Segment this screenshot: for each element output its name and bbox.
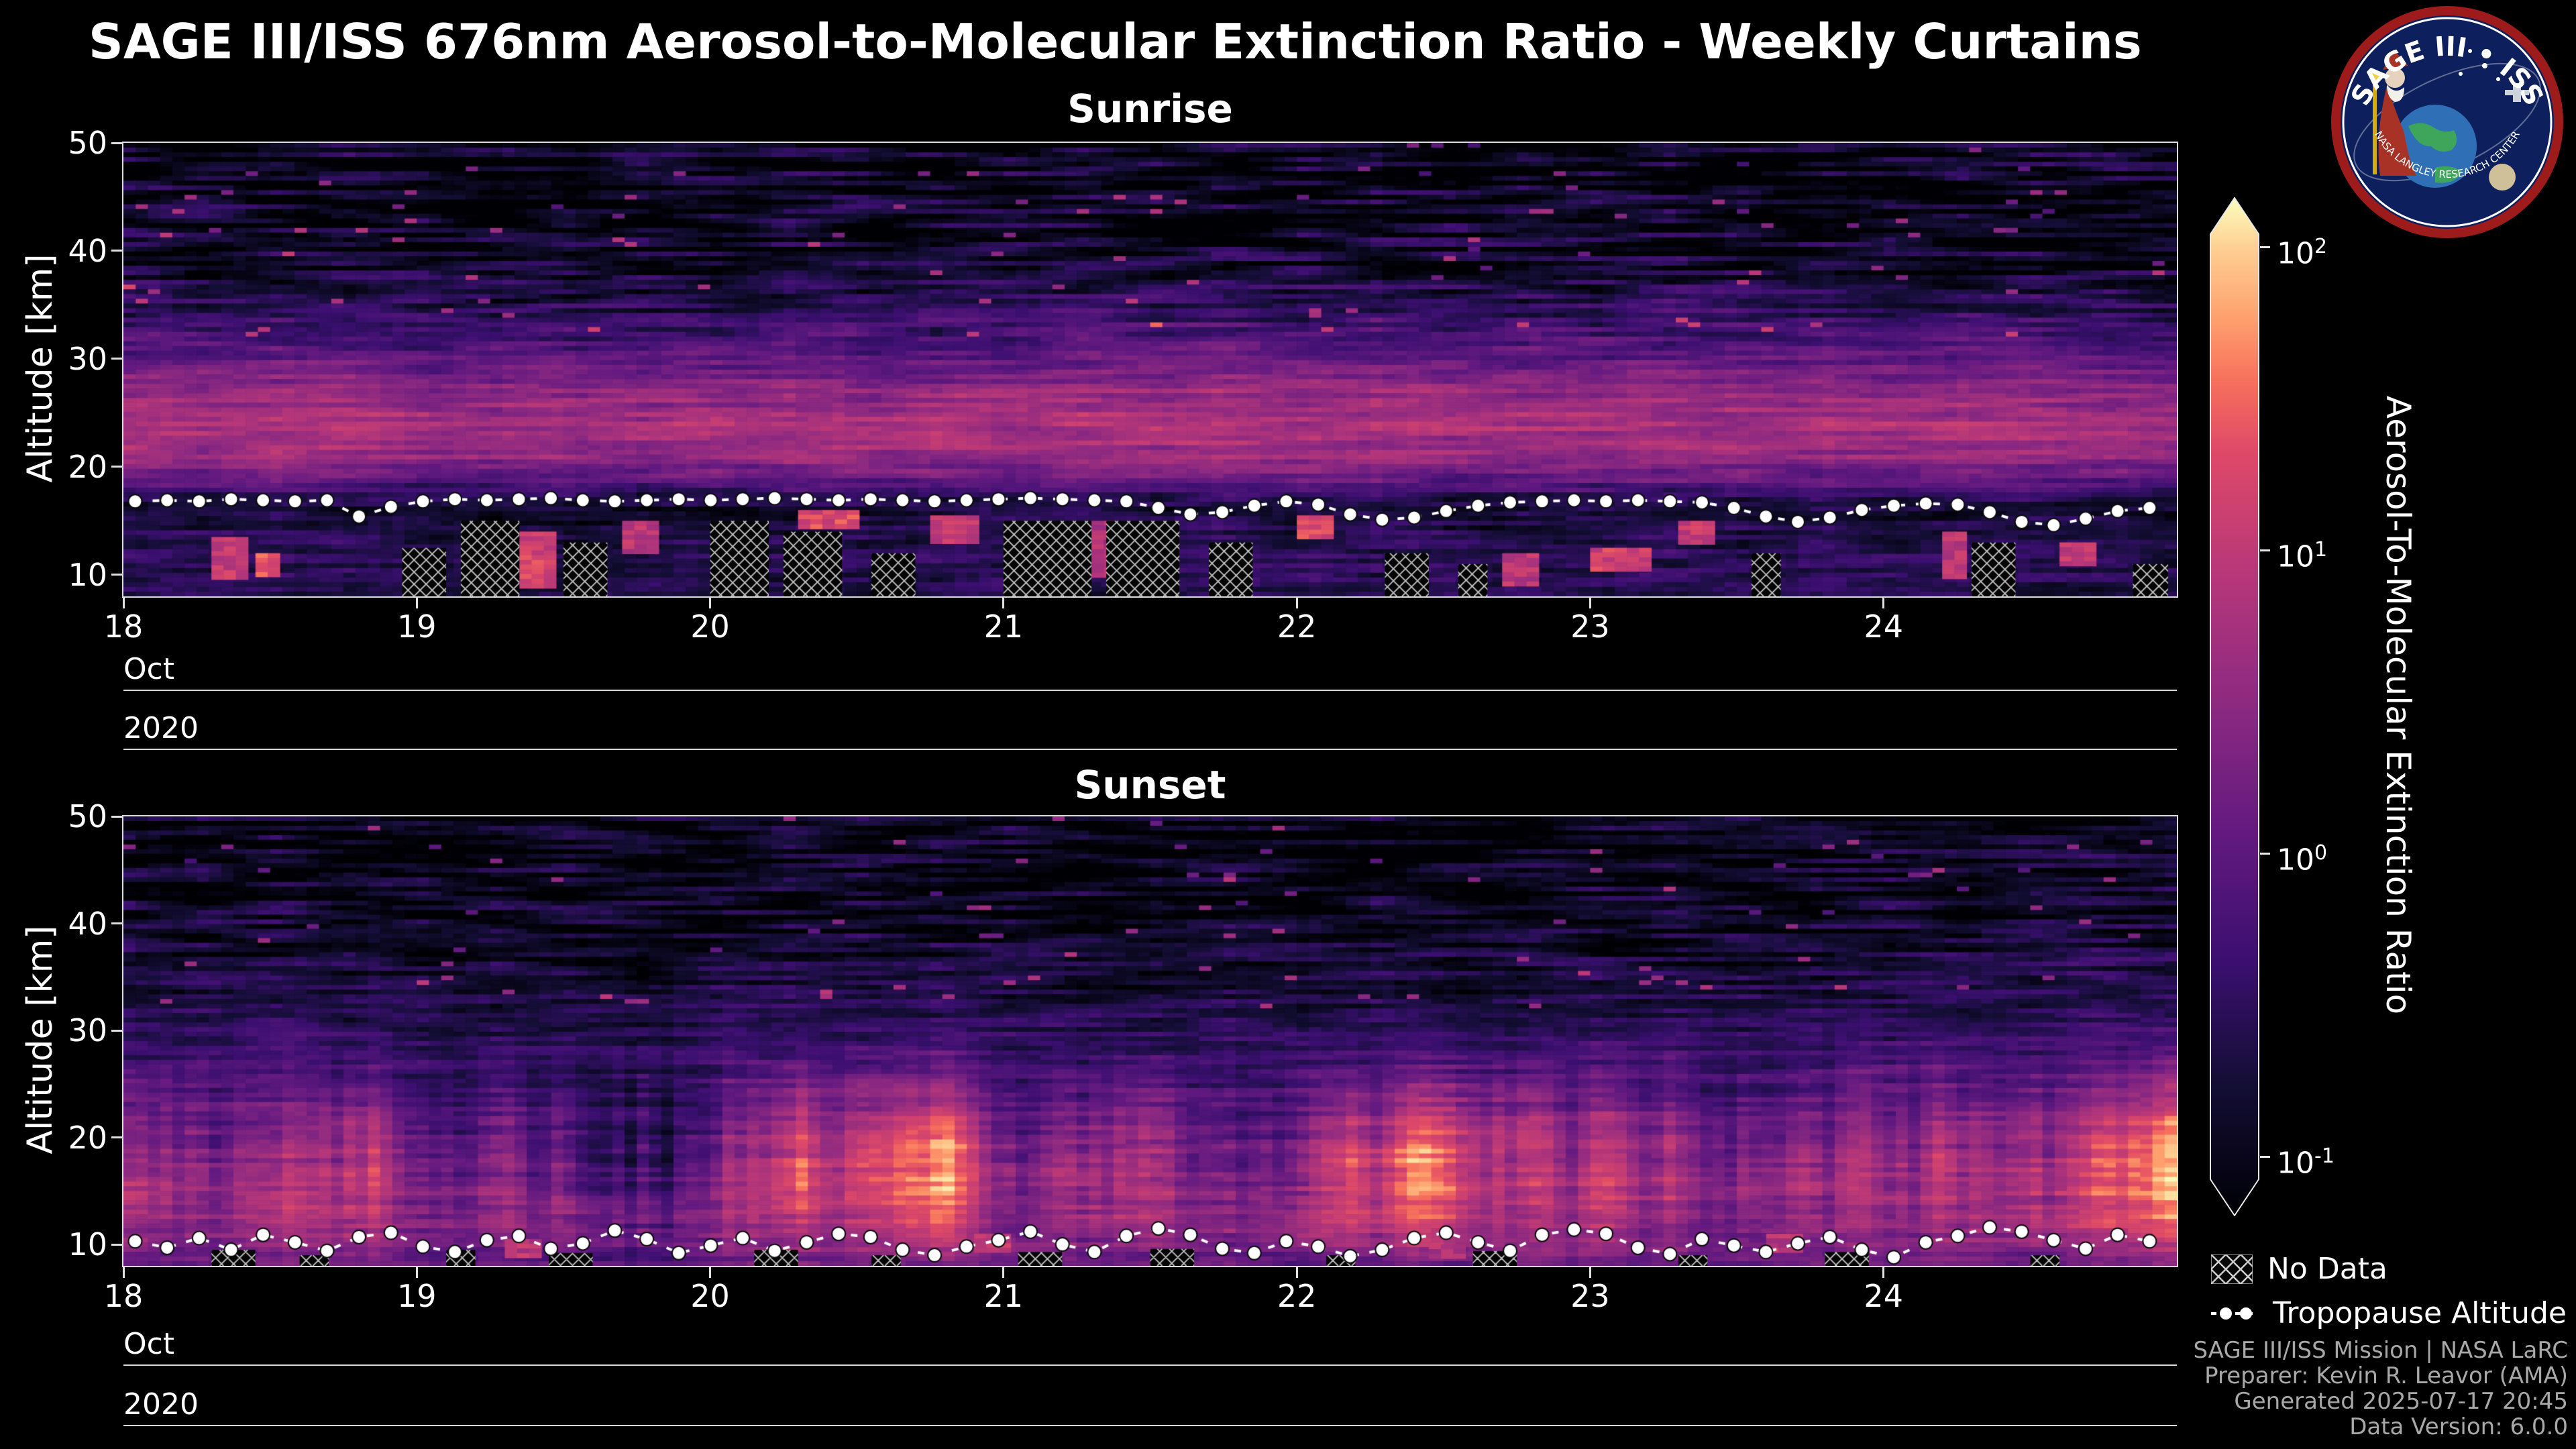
x-tick-label: 21: [983, 608, 1024, 645]
y-tick-label: 30: [68, 1012, 107, 1049]
sunset-panel-title: Sunset: [1074, 762, 1226, 808]
y-tick-mark: [111, 1029, 122, 1032]
x-tick-mark: [1882, 598, 1885, 608]
logo-wizard-head-icon: [2385, 68, 2405, 88]
y-tick-label: 10: [68, 556, 107, 593]
footer-credits: SAGE III/ISS Mission | NASA LaRC Prepare…: [1677, 1338, 2568, 1440]
footer-mission: SAGE III/ISS Mission | NASA LaRC: [2193, 1337, 2568, 1364]
colorbar-tick-label: 100: [2277, 841, 2328, 877]
tropopause-line-icon: [2211, 1307, 2258, 1320]
y-tick-label: 40: [68, 905, 107, 942]
colorbar-tick-mark: [2260, 852, 2270, 855]
y-tick-label: 50: [68, 798, 107, 835]
x-tick-mark: [415, 1267, 418, 1278]
y-tick-label: 20: [68, 1119, 107, 1156]
legend-no-data: No Data: [2211, 1252, 2387, 1286]
x-tick-mark: [122, 1267, 125, 1278]
colorbar-label: Aerosol-To-Molecular Extinction Ratio: [2379, 395, 2418, 1015]
legend-tropopause: Tropopause Altitude: [2211, 1296, 2567, 1330]
y-tick-label: 40: [68, 232, 107, 269]
x-tick-mark: [709, 1267, 712, 1278]
x-tick-label: 19: [397, 1278, 437, 1314]
x-tick-mark: [122, 598, 125, 608]
x-tick-label: 22: [1277, 1278, 1317, 1314]
colorbar-tick-label: 101: [2277, 538, 2328, 574]
logo-inner-ring: [2342, 17, 2553, 227]
x-tick-label: 23: [1570, 608, 1610, 645]
x-tick-label: 24: [1864, 608, 1903, 645]
x-tick-mark: [1295, 1267, 1298, 1278]
x-tick-mark: [415, 598, 418, 608]
year-label: 2020: [123, 1387, 199, 1421]
x-tick-mark: [1589, 1267, 1591, 1278]
y-tick-mark: [111, 358, 122, 360]
sunrise-panel-title: Sunrise: [1067, 86, 1233, 131]
x-tick-label: 22: [1277, 608, 1317, 645]
x-tick-mark: [1002, 598, 1005, 608]
y-tick-label: 30: [68, 340, 107, 377]
month-row-sunset: Oct: [123, 1327, 2177, 1366]
x-tick-mark: [1295, 598, 1298, 608]
logo-wizard-beard-icon: [2387, 85, 2404, 102]
x-tick-mark: [1002, 1267, 1005, 1278]
x-tick-mark: [1882, 1267, 1885, 1278]
year-label: 2020: [123, 711, 199, 745]
y-tick-mark: [111, 574, 122, 576]
y-tick-mark: [111, 815, 122, 818]
y-tick-mark: [111, 466, 122, 468]
x-tick-label: 23: [1570, 1278, 1610, 1314]
logo-wizard-icon: [2378, 86, 2416, 176]
x-tick-mark: [709, 598, 712, 608]
colorbar-tick-label: 10-1: [2277, 1144, 2334, 1181]
y-tick-label: 10: [68, 1226, 107, 1263]
logo-earth-land-icon: [2408, 123, 2457, 152]
month-label: Oct: [123, 1327, 175, 1361]
legend-tropopause-label: Tropopause Altitude: [2273, 1296, 2567, 1330]
y-tick-mark: [111, 922, 122, 925]
y-tick-label: 50: [68, 125, 107, 161]
page-title: SAGE III/ISS 676nm Aerosol-to-Molecular …: [89, 13, 2142, 70]
colorbar-tick-mark: [2260, 549, 2270, 551]
logo-wizard-hat-icon: [2383, 50, 2408, 70]
month-row-sunrise: Oct: [123, 652, 2177, 691]
x-tick-mark: [1589, 598, 1591, 608]
logo-moon-icon: [2489, 164, 2516, 191]
month-label: Oct: [123, 652, 175, 686]
colorbar: [2210, 197, 2259, 1216]
x-tick-label: 20: [690, 1278, 730, 1314]
x-tick-label: 21: [983, 1278, 1024, 1314]
sunset-heatmap-canvas: [122, 815, 2178, 1267]
x-tick-label: 24: [1864, 1278, 1903, 1314]
legend-no-data-label: No Data: [2267, 1252, 2387, 1286]
y-tick-mark: [111, 1136, 122, 1139]
y-tick-mark: [111, 1243, 122, 1246]
year-row-sunset: 2020: [123, 1387, 2177, 1426]
colorbar-gradient: [2210, 197, 2259, 1216]
x-tick-label: 18: [103, 608, 144, 645]
sunrise-heatmap-canvas: [122, 142, 2178, 598]
logo-iss-icon: [2505, 83, 2529, 102]
y-tick-mark: [111, 250, 122, 252]
y-tick-label: 20: [68, 448, 107, 485]
logo-earth-land2-icon: [2435, 166, 2462, 183]
x-tick-label: 18: [103, 1278, 144, 1314]
x-tick-label: 19: [397, 608, 437, 645]
footer-data-version: Data Version: 6.0.0: [2349, 1413, 2568, 1440]
logo-stars-icon: [2459, 49, 2500, 81]
x-tick-label: 20: [690, 608, 730, 645]
colorbar-tick-mark: [2260, 246, 2270, 248]
footer-preparer: Preparer: Kevin R. Leavor (AMA): [2204, 1362, 2568, 1389]
colorbar-tick-label: 102: [2277, 235, 2328, 271]
footer-generated: Generated 2025-07-17 20:45: [2234, 1388, 2568, 1415]
year-row-sunrise: 2020: [123, 711, 2177, 750]
no-data-swatch-icon: [2211, 1254, 2253, 1284]
colorbar-tick-mark: [2260, 1155, 2270, 1158]
logo-staff-orb-icon: [2370, 70, 2379, 80]
y-tick-mark: [111, 142, 122, 144]
sage-iii-iss-logo: SAGE III • ISS NASA LANGLEY RESEARCH CEN…: [2331, 6, 2563, 238]
